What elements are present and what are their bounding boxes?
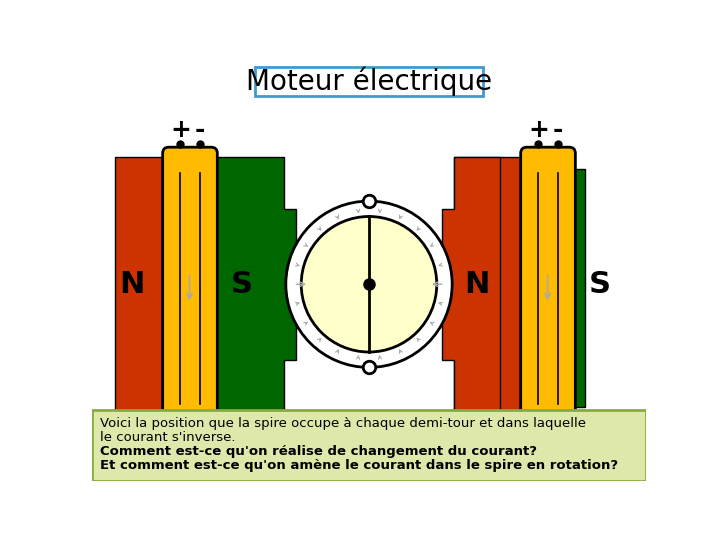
Text: Et comment est-ce qu'on amène le courant dans le spire en rotation?: Et comment est-ce qu'on amène le courant… — [99, 459, 618, 472]
Text: N: N — [119, 270, 145, 299]
Circle shape — [286, 201, 452, 367]
FancyBboxPatch shape — [163, 147, 217, 429]
FancyBboxPatch shape — [521, 147, 575, 429]
Bar — [534, 168, 585, 408]
Text: Comment est-ce qu'on réalise de changement du courant?: Comment est-ce qu'on réalise de changeme… — [99, 445, 536, 458]
FancyBboxPatch shape — [255, 67, 483, 96]
Text: S: S — [589, 270, 611, 299]
FancyBboxPatch shape — [92, 410, 647, 481]
Polygon shape — [442, 157, 500, 419]
Text: -: - — [552, 118, 563, 142]
Polygon shape — [211, 157, 296, 419]
Bar — [115, 157, 196, 419]
Text: Moteur électrique: Moteur électrique — [246, 66, 492, 96]
Text: +: + — [528, 118, 549, 142]
Text: Voici la position que la spire occupe à chaque demi-tour et dans laquelle: Voici la position que la spire occupe à … — [99, 417, 585, 430]
Bar — [454, 157, 534, 419]
Text: S: S — [231, 270, 253, 299]
Text: +: + — [170, 118, 191, 142]
Text: N: N — [464, 270, 490, 299]
Text: le courant s'inverse.: le courant s'inverse. — [99, 431, 235, 444]
Circle shape — [301, 217, 437, 352]
Text: -: - — [194, 118, 204, 142]
